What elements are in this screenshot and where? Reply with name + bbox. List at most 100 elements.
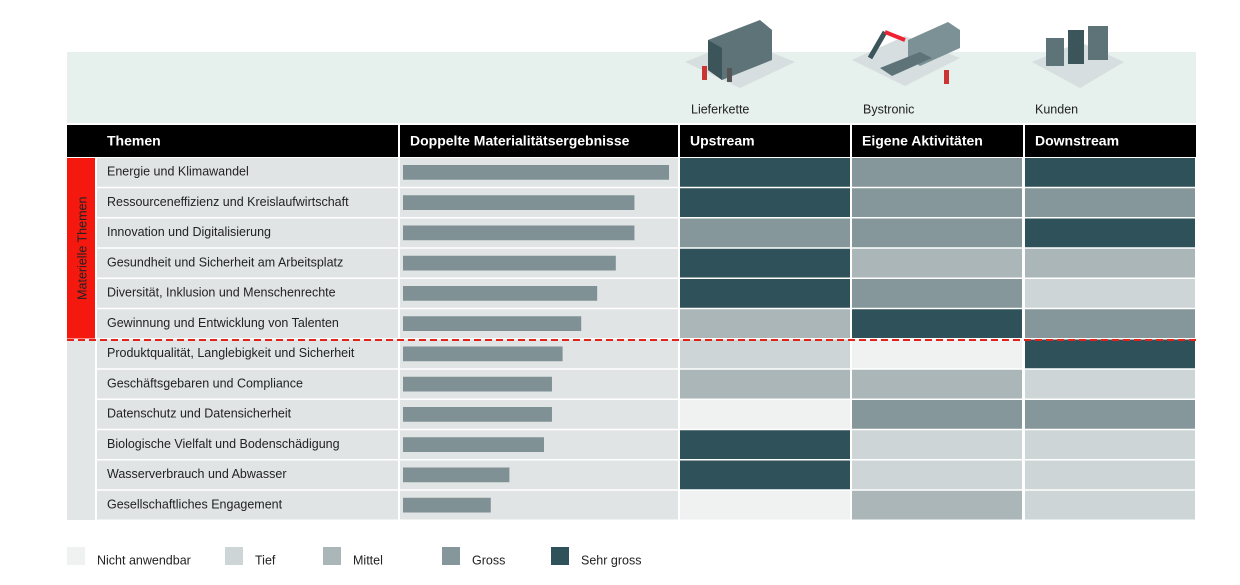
level-cell — [1025, 158, 1195, 187]
group-label: Materielle Themen — [75, 197, 89, 300]
level-cell — [852, 309, 1022, 338]
bar — [403, 346, 563, 362]
header-row — [67, 125, 1196, 157]
level-cell — [680, 490, 850, 520]
topic-cell — [97, 218, 398, 248]
stage-label: Bystronic — [863, 102, 914, 116]
legend-label: Sehr gross — [581, 553, 641, 567]
level-cell — [1025, 188, 1195, 217]
topic-cell — [97, 369, 398, 399]
level-cell — [680, 158, 850, 187]
bar — [403, 497, 491, 513]
topic-label: Datenschutz und Datensicherheit — [107, 407, 292, 421]
level-cell — [680, 430, 850, 459]
topic-label: Gesellschaftliches Engagement — [107, 497, 283, 511]
legend-label: Gross — [472, 553, 505, 567]
level-cell — [852, 400, 1022, 429]
level-cell — [1025, 460, 1195, 490]
bar — [403, 286, 598, 301]
topic-label: Geschäftsgebaren und Compliance — [107, 376, 303, 390]
level-cell — [852, 430, 1022, 459]
level-cell — [1025, 279, 1195, 308]
level-cell — [680, 188, 850, 217]
topic-cell — [97, 188, 398, 217]
topic-cell — [97, 279, 398, 308]
topic-cell — [97, 339, 398, 369]
topic-cell — [97, 400, 398, 429]
level-cell — [1025, 400, 1195, 429]
legend-label: Tief — [255, 553, 276, 567]
header-label: Eigene Aktivitäten — [862, 133, 983, 149]
header-label: Doppelte Materialitätsergebnisse — [410, 133, 630, 149]
level-cell — [680, 460, 850, 490]
level-cell — [852, 369, 1022, 399]
level-cell — [680, 218, 850, 248]
topic-cell — [97, 158, 398, 187]
level-cell — [680, 309, 850, 338]
level-cell — [852, 339, 1022, 369]
topic-cell — [97, 430, 398, 459]
bar — [403, 437, 544, 452]
level-cell — [1025, 309, 1195, 338]
level-cell — [1025, 430, 1195, 459]
header-sep — [850, 125, 852, 157]
topic-cell — [97, 490, 398, 520]
level-cell — [1025, 339, 1195, 369]
topic-cell — [97, 248, 398, 278]
level-cell — [1025, 218, 1195, 248]
header-sep — [1023, 125, 1025, 157]
level-cell — [852, 460, 1022, 490]
legend-swatch — [442, 547, 460, 565]
supply-icon — [685, 20, 795, 88]
level-cell — [1025, 248, 1195, 278]
level-cell — [680, 248, 850, 278]
topic-cell — [97, 460, 398, 490]
bar — [403, 407, 552, 422]
topic-label: Diversität, Inklusion und Menschenrechte — [107, 286, 336, 300]
bar — [403, 255, 616, 271]
topic-label: Produktqualität, Langlebigkeit und Siche… — [107, 346, 355, 360]
topic-label: Innovation und Digitalisierung — [107, 225, 271, 239]
legend-swatch — [323, 547, 341, 565]
bar — [403, 467, 510, 483]
level-cell — [852, 218, 1022, 248]
level-cell — [680, 369, 850, 399]
legend-label: Mittel — [353, 553, 383, 567]
level-cell — [852, 188, 1022, 217]
customer-icon — [1032, 26, 1124, 88]
legend-swatch — [551, 547, 569, 565]
header-label: Downstream — [1035, 133, 1119, 149]
header-label: Themen — [107, 133, 161, 149]
topic-label: Biologische Vielfalt und Bodenschädigung — [107, 437, 340, 451]
level-cell — [852, 490, 1022, 520]
legend-label: Nicht anwendbar — [97, 553, 191, 567]
level-cell — [680, 339, 850, 369]
group-marker — [67, 158, 95, 339]
bar — [403, 376, 552, 392]
topic-label: Gesundheit und Sicherheit am Arbeitsplat… — [107, 255, 343, 269]
legend-swatch — [225, 547, 243, 565]
topic-label: Gewinnung und Entwicklung von Talenten — [107, 316, 339, 330]
stage-band — [67, 52, 1196, 123]
topic-label: Energie und Klimawandel — [107, 165, 249, 179]
stage-label: Kunden — [1035, 102, 1078, 116]
topic-cell — [97, 309, 398, 338]
level-cell — [852, 158, 1022, 187]
bar — [403, 195, 635, 210]
header-label: Upstream — [690, 133, 755, 149]
stage-label: Lieferkette — [691, 102, 749, 116]
bar — [403, 225, 635, 241]
level-cell — [852, 279, 1022, 308]
level-cell — [680, 400, 850, 429]
bar — [403, 316, 582, 331]
group-marker — [67, 339, 95, 520]
bystronic-icon — [852, 22, 960, 86]
level-cell — [852, 248, 1022, 278]
topic-label: Wasserverbrauch und Abwasser — [107, 467, 286, 481]
bar — [403, 165, 669, 180]
level-cell — [680, 279, 850, 308]
header-sep — [398, 125, 400, 157]
topic-label: Ressourceneffizienz und Kreislaufwirtsch… — [107, 195, 349, 209]
header-sep — [678, 125, 680, 157]
